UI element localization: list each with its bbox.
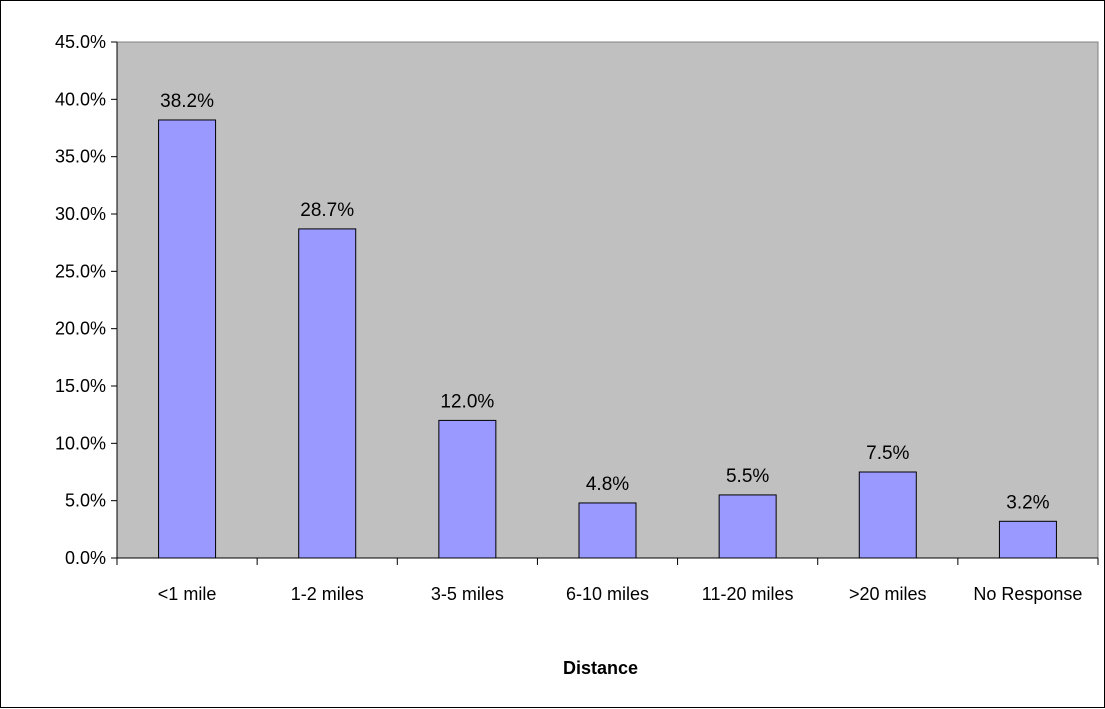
x-tick-label: 6-10 miles (566, 584, 649, 604)
y-tick-label: 30.0% (55, 204, 106, 224)
y-axis: 0.0% 5.0% 10.0% 15.0% 20.0% 25.0% 30.0% 35.0% 40… (55, 32, 118, 568)
bar (718, 494, 777, 559)
y-tick-label: 20.0% (55, 319, 106, 339)
y-tick-label: 15.0% (55, 376, 106, 396)
bar (578, 502, 637, 559)
bars (158, 119, 1057, 559)
data-label: 5.5% (726, 466, 769, 487)
y-tick-label: 0.0% (65, 548, 106, 568)
x-tick-label: >20 miles (849, 584, 927, 604)
data-label: 3.2% (1006, 492, 1049, 513)
x-tick-label: <1 mile (158, 584, 217, 604)
data-label: 4.8% (586, 474, 629, 495)
y-tick-label: 40.0% (55, 89, 106, 109)
data-labels: 38.2% 28.7% 12.0% 4.8% 5.5% 7.5% 3.2% (160, 91, 1050, 513)
x-tick-label: 11-20 miles (702, 584, 794, 604)
x-axis: <1 mile 1-2 miles 3-5 miles 6-10 miles 11-20… (116, 557, 1099, 604)
x-tick-label: 1-2 miles (291, 584, 364, 604)
y-tick-label: 25.0% (55, 261, 106, 281)
data-label: 28.7% (300, 200, 354, 221)
bar (998, 520, 1057, 559)
bar (858, 471, 917, 559)
bar (438, 419, 497, 559)
bar (298, 228, 357, 559)
data-label: 12.0% (440, 391, 494, 412)
y-tick-label: 45.0% (55, 32, 106, 52)
y-tick-label: 10.0% (55, 433, 106, 453)
y-tick-label: 5.0% (65, 491, 106, 511)
y-tick-label: 35.0% (55, 147, 106, 167)
plot-area (116, 41, 1099, 559)
data-label: 7.5% (866, 443, 909, 464)
x-tick-label: No Response (973, 584, 1082, 604)
x-axis-title: Distance (563, 658, 638, 678)
x-tick-label: 3-5 miles (431, 584, 504, 604)
data-label: 38.2% (160, 91, 214, 112)
bar (158, 119, 217, 559)
